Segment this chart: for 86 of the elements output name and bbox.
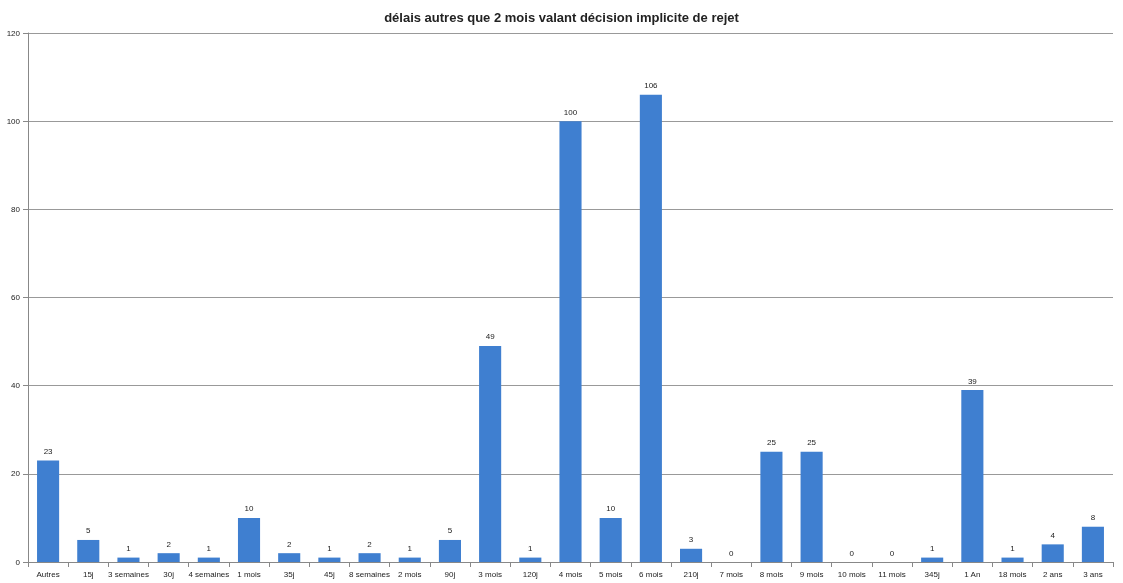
data-label: 3 [688,535,694,545]
data-label: 4 [1050,530,1056,540]
data-label: 106 [644,81,659,91]
bar [680,548,703,562]
x-tick-label: 90j [444,569,456,579]
y-tick-label: 40 [11,381,21,391]
data-label: 25 [807,438,817,448]
bar [760,451,783,562]
data-label: 2 [166,539,172,549]
data-label: 1 [407,544,413,554]
bar [1081,526,1104,562]
bar [479,345,502,562]
bar [921,557,944,562]
x-tick-label: 18 mois [998,569,1027,579]
data-label: 100 [563,107,578,117]
x-tick-label: 5 mois [598,569,623,579]
bar [519,557,542,562]
x-tick-label: 2 mois [397,569,422,579]
data-label: 0 [889,548,895,558]
x-tick-label: 15j [82,569,94,579]
bar [599,517,622,562]
x-tick-label: 30j [163,569,175,579]
bar [237,517,261,562]
x-tick-label: 3 ans [1083,569,1103,579]
x-tick-label: 45j [324,569,335,579]
x-tick-label: 8 mois [759,569,784,579]
x-tick-label: 8 semaines [349,569,391,579]
x-tick-label: 120j [522,569,539,579]
data-label: 2 [367,539,373,549]
data-label: 8 [1090,513,1096,523]
data-label: 0 [729,548,735,558]
x-tick-label: 10 mois [837,569,866,579]
data-label: 23 [43,447,54,457]
data-label: 1 [929,544,935,554]
bar [318,557,341,562]
bar [438,539,461,562]
data-label: 39 [967,376,978,386]
y-tick-label: 20 [11,469,21,479]
x-tick-label: 9 mois [799,569,824,579]
data-label: 1 [206,544,212,554]
bar [639,94,662,562]
x-tick-label: 2 ans [1042,569,1063,579]
bar [1001,557,1024,562]
bar [1041,544,1064,562]
x-tick-label: 4 mois [558,569,583,579]
bar [197,557,220,562]
data-label: 10 [244,504,255,514]
chart-title: délais autres que 2 mois valant décision implicite de rejet [384,10,740,25]
x-tick-label: 1 mois [237,569,261,579]
bar [398,557,421,562]
x-tick-label: 1 An [964,569,981,579]
bar [358,553,381,562]
x-tick-label: 11 mois [878,569,906,579]
data-label: 1 [327,544,333,554]
data-label: 49 [485,332,496,342]
x-tick-label: 3 mois [478,569,502,579]
data-label: 1 [528,544,534,554]
x-tick-label: 6 mois [639,569,663,579]
x-tick-label: Autres [36,569,60,579]
bar [559,121,582,562]
data-label: 10 [606,504,616,514]
x-tick-label: 345j [924,569,940,579]
data-label: 5 [447,526,453,536]
data-label: 25 [766,438,777,448]
bar [800,451,823,562]
data-label: 1 [1010,544,1016,554]
bar [37,460,60,562]
data-label: 5 [86,526,92,536]
bar [961,390,984,562]
data-label: 1 [126,544,132,554]
data-label: 2 [286,539,292,549]
y-tick-label: 100 [6,116,21,126]
y-tick-label: 0 [15,557,21,567]
bar [77,539,100,562]
y-tick-label: 80 [11,204,21,214]
x-tick-label: 7 mois [719,569,744,579]
x-tick-label: 35j [283,569,295,579]
x-tick-label: 3 semaines [108,569,149,579]
data-label: 0 [849,548,855,558]
bar [278,553,301,562]
x-tick-label: 4 semaines [188,569,230,579]
x-tick-label: 210j [683,569,699,579]
y-tick-label: 120 [6,28,21,38]
bar [157,553,180,562]
bar [117,557,140,562]
y-tick-label: 60 [11,293,21,302]
